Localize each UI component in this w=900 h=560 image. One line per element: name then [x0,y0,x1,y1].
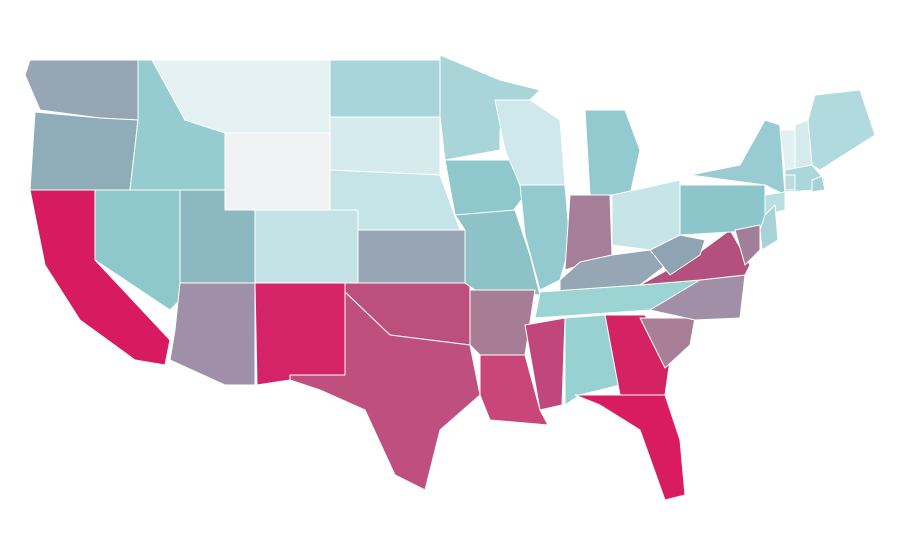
state [784,174,796,191]
state [444,159,526,216]
state [759,204,779,251]
state [689,119,786,196]
state [807,89,876,171]
state [329,116,441,176]
state [811,175,826,193]
state [254,282,346,386]
state [469,289,536,356]
state [479,354,549,426]
state [24,59,139,121]
state [574,394,686,501]
state [639,317,696,369]
state [524,317,566,411]
state [29,111,139,191]
state [254,209,359,284]
state [764,191,786,216]
state [649,274,746,321]
state [439,54,541,161]
state [584,109,641,196]
state [357,229,466,284]
state [564,314,621,406]
state [169,282,256,386]
state [329,59,441,118]
state [734,224,761,266]
state [649,234,706,276]
state [224,132,331,211]
